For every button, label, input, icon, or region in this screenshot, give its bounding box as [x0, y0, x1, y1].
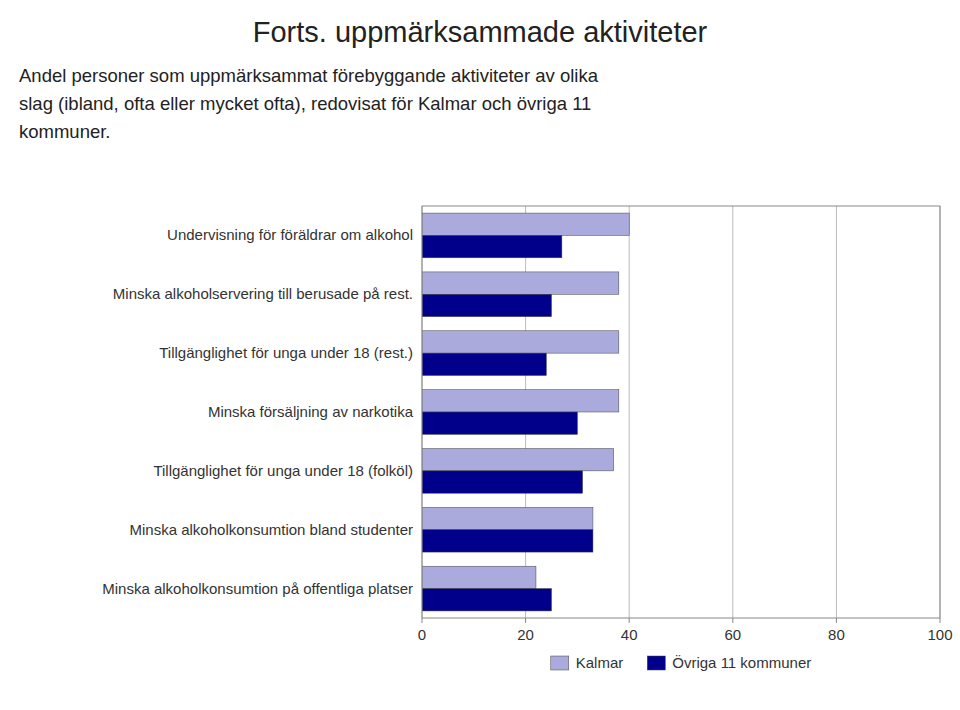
- legend-swatch: [551, 656, 569, 670]
- category-label: Minska alkoholkonsumtion på offentliga p…: [102, 580, 413, 597]
- tick-mark: [525, 618, 526, 623]
- legend-swatch: [647, 656, 665, 670]
- bar: [422, 412, 577, 434]
- chart-svg: Forts. uppmärksammade aktiviteter Andel p…: [0, 0, 960, 710]
- subtitle: Andel personer som uppmärksammat förebyg…: [19, 65, 599, 86]
- tick-label: 80: [828, 626, 845, 643]
- category-label: Minska försäljning av narkotika: [208, 403, 414, 420]
- tick-mark: [629, 618, 630, 623]
- background: [0, 0, 960, 710]
- plot-frame: [422, 206, 940, 618]
- tick-label: 0: [418, 626, 426, 643]
- title: Forts. uppmärksammade aktiviteter: [253, 16, 708, 48]
- bar: [422, 331, 619, 353]
- x-axis: 0 20 40 60 80 100: [418, 618, 953, 643]
- tick-label: 20: [517, 626, 534, 643]
- tick-label: 60: [724, 626, 741, 643]
- tick-mark: [732, 618, 733, 623]
- grid-line: [629, 206, 630, 618]
- legend-item: Övriga 11 kommuner: [647, 654, 811, 671]
- category-label: Tillgänglighet för unga under 18 (rest.): [159, 344, 413, 361]
- bar: [422, 530, 593, 552]
- chart-container: Forts. uppmärksammade aktiviteter Andel p…: [0, 0, 960, 710]
- bar: [422, 589, 552, 611]
- bar: [422, 235, 562, 257]
- subtitle: slag (ibland, ofta eller mycket ofta), r…: [19, 93, 591, 114]
- category-label: Minska alkoholkonsumtion bland studenter: [130, 521, 414, 538]
- y-axis: Undervisning för föräldrar om alkohol Min…: [102, 226, 413, 596]
- legend-label: Kalmar: [576, 654, 624, 671]
- tick-mark: [422, 618, 423, 623]
- tick-label: 40: [621, 626, 638, 643]
- bar: [422, 272, 619, 294]
- bar: [422, 353, 546, 375]
- tick-mark: [940, 618, 941, 623]
- legend-item: Kalmar: [551, 654, 624, 671]
- tick-label: 100: [927, 626, 952, 643]
- bar: [422, 390, 619, 412]
- bars: [422, 213, 629, 611]
- bar: [422, 566, 536, 588]
- bar: [422, 294, 552, 316]
- bar: [422, 507, 593, 529]
- grid-line: [836, 206, 837, 618]
- subtitle: kommuner.: [19, 121, 111, 142]
- grid-line: [732, 206, 733, 618]
- grid: [422, 206, 940, 618]
- category-label: Tillgänglighet för unga under 18 (folköl…: [153, 462, 413, 479]
- bar: [422, 448, 614, 470]
- bar: [422, 471, 583, 493]
- tick-mark: [836, 618, 837, 623]
- legend: Kalmar Övriga 11 kommuner: [551, 654, 811, 671]
- bar: [422, 213, 629, 235]
- category-label: Minska alkoholservering till berusade på…: [113, 285, 413, 302]
- category-label: Undervisning för föräldrar om alkohol: [167, 226, 413, 243]
- legend-label: Övriga 11 kommuner: [672, 654, 811, 671]
